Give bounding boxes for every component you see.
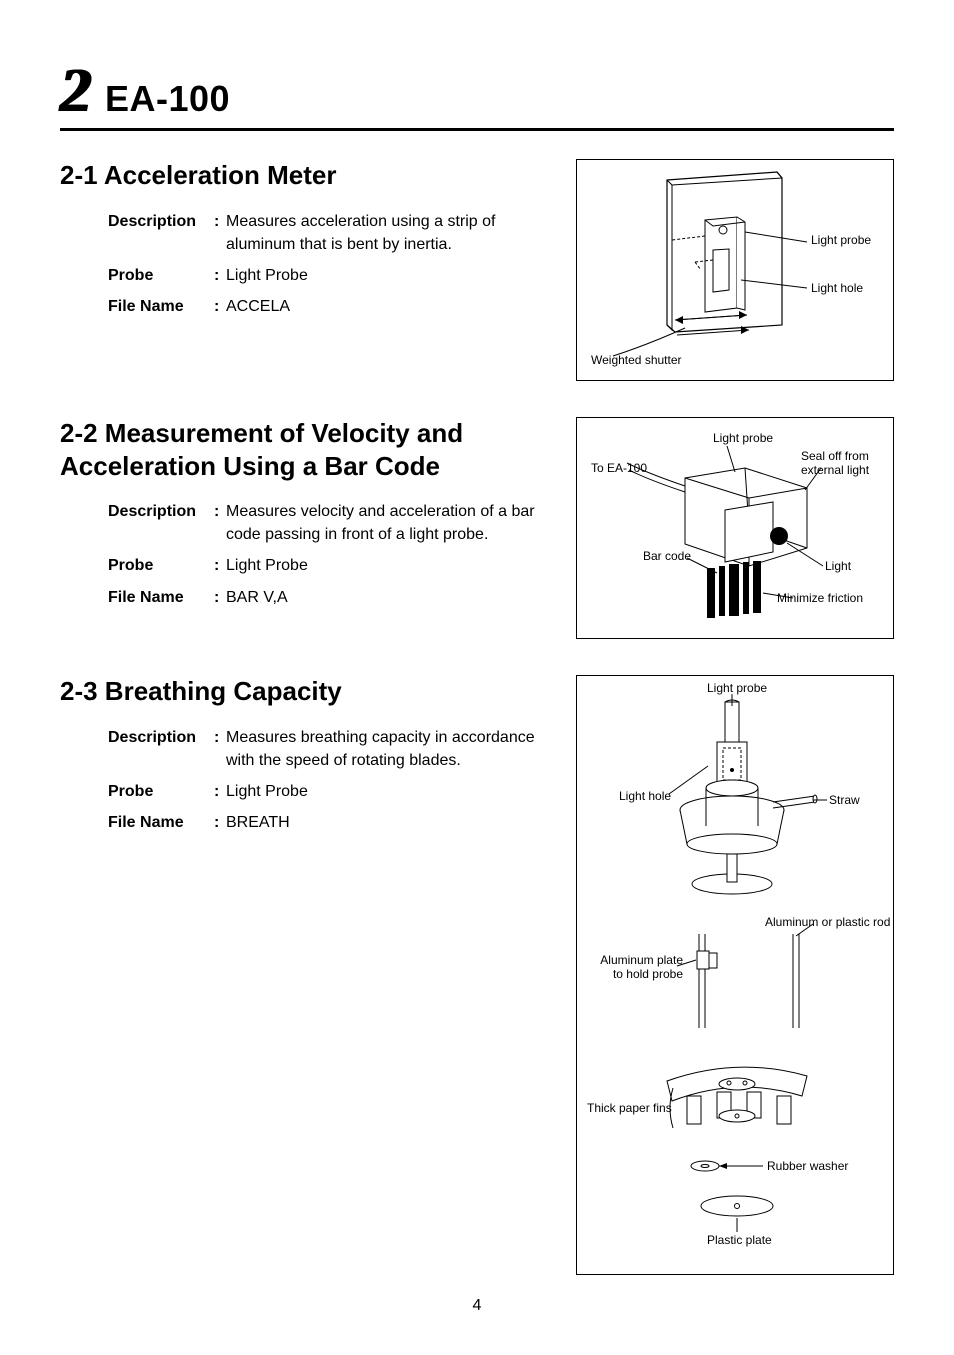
- diagram-breathing-capacity: Light probe Light hole Straw Aluminum or…: [576, 675, 894, 1275]
- label-bar-code: Bar code: [643, 550, 691, 564]
- field-description: Description : Measures acceleration usin…: [108, 210, 556, 256]
- colon: :: [214, 554, 226, 577]
- field-value: ACCELA: [226, 295, 556, 318]
- page: 2 EA-100 2-1 Acceleration Meter Descript…: [0, 0, 954, 1351]
- label-light-hole: Light hole: [619, 790, 671, 804]
- section-2-3: 2-3 Breathing Capacity Description : Mea…: [60, 675, 894, 1275]
- section-text: 2-3 Breathing Capacity Description : Mea…: [60, 675, 556, 842]
- field-filename: File Name : BREATH: [108, 811, 556, 834]
- field-description: Description : Measures velocity and acce…: [108, 500, 556, 546]
- section-text: 2-2 Measurement of Velocity and Accelera…: [60, 417, 556, 617]
- colon: :: [214, 811, 226, 834]
- label-light: Light: [825, 560, 851, 574]
- field-value: Measures acceleration using a strip of a…: [226, 210, 556, 256]
- label-al-rod: Aluminum or plastic rod: [765, 916, 890, 930]
- section-heading: 2-1 Acceleration Meter: [60, 159, 556, 192]
- field-description: Description : Measures breathing capacit…: [108, 726, 556, 772]
- diagram-barcode-velocity: Light probe To EA-100 Seal off from exte…: [576, 417, 894, 639]
- field-value: Measures breathing capacity in accordanc…: [226, 726, 556, 772]
- field-label: File Name: [108, 295, 214, 318]
- colon: :: [214, 264, 226, 287]
- field-value: Light Probe: [226, 554, 556, 577]
- colon: :: [214, 726, 226, 749]
- field-label: File Name: [108, 811, 214, 834]
- section-2-2: 2-2 Measurement of Velocity and Accelera…: [60, 417, 894, 639]
- field-probe: Probe : Light Probe: [108, 780, 556, 803]
- label-light-hole: Light hole: [811, 282, 863, 296]
- section-text: 2-1 Acceleration Meter Description : Mea…: [60, 159, 556, 326]
- diagram-acceleration-meter: Light probe Light hole Weighted shutter: [576, 159, 894, 381]
- field-value: Light Probe: [226, 264, 556, 287]
- label-to-ea100: To EA-100: [591, 462, 647, 476]
- field-value: Light Probe: [226, 780, 556, 803]
- label-rubber-washer: Rubber washer: [767, 1160, 848, 1174]
- label-weighted-shutter: Weighted shutter: [591, 354, 682, 368]
- section-heading: 2-3 Breathing Capacity: [60, 675, 556, 708]
- field-label: Probe: [108, 554, 214, 577]
- chapter-header: 2 EA-100: [60, 60, 894, 131]
- colon: :: [214, 500, 226, 523]
- field-filename: File Name : BAR V,A: [108, 586, 556, 609]
- chapter-number: 2: [60, 60, 91, 122]
- field-value: BREATH: [226, 811, 556, 834]
- label-light-probe: Light probe: [811, 234, 871, 248]
- field-list: Description : Measures acceleration usin…: [60, 210, 556, 319]
- field-label: Description: [108, 500, 214, 523]
- colon: :: [214, 295, 226, 318]
- colon: :: [214, 780, 226, 803]
- field-probe: Probe : Light Probe: [108, 264, 556, 287]
- field-filename: File Name : ACCELA: [108, 295, 556, 318]
- field-probe: Probe : Light Probe: [108, 554, 556, 577]
- page-number: 4: [0, 1297, 954, 1315]
- chapter-title: EA-100: [105, 78, 230, 120]
- label-seal-off: Seal off from external light: [801, 450, 881, 478]
- label-al-plate: Aluminum plate to hold probe: [597, 954, 683, 982]
- label-straw: Straw: [829, 794, 860, 808]
- colon: :: [214, 210, 226, 233]
- label-thick-fins: Thick paper fins: [587, 1102, 672, 1116]
- field-value: BAR V,A: [226, 586, 556, 609]
- label-light-probe: Light probe: [713, 432, 773, 446]
- field-label: Probe: [108, 264, 214, 287]
- label-light-probe: Light probe: [707, 682, 767, 696]
- label-minimize-friction: Minimize friction: [777, 592, 863, 606]
- field-label: Probe: [108, 780, 214, 803]
- field-value: Measures velocity and acceleration of a …: [226, 500, 556, 546]
- field-label: Description: [108, 726, 214, 749]
- label-plastic-plate: Plastic plate: [707, 1234, 772, 1248]
- section-heading: 2-2 Measurement of Velocity and Accelera…: [60, 417, 556, 482]
- colon: :: [214, 586, 226, 609]
- field-list: Description : Measures velocity and acce…: [60, 500, 556, 609]
- field-label: File Name: [108, 586, 214, 609]
- field-list: Description : Measures breathing capacit…: [60, 726, 556, 835]
- field-label: Description: [108, 210, 214, 233]
- section-2-1: 2-1 Acceleration Meter Description : Mea…: [60, 159, 894, 381]
